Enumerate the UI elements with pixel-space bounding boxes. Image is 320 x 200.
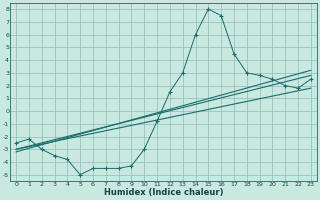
X-axis label: Humidex (Indice chaleur): Humidex (Indice chaleur)	[104, 188, 223, 197]
